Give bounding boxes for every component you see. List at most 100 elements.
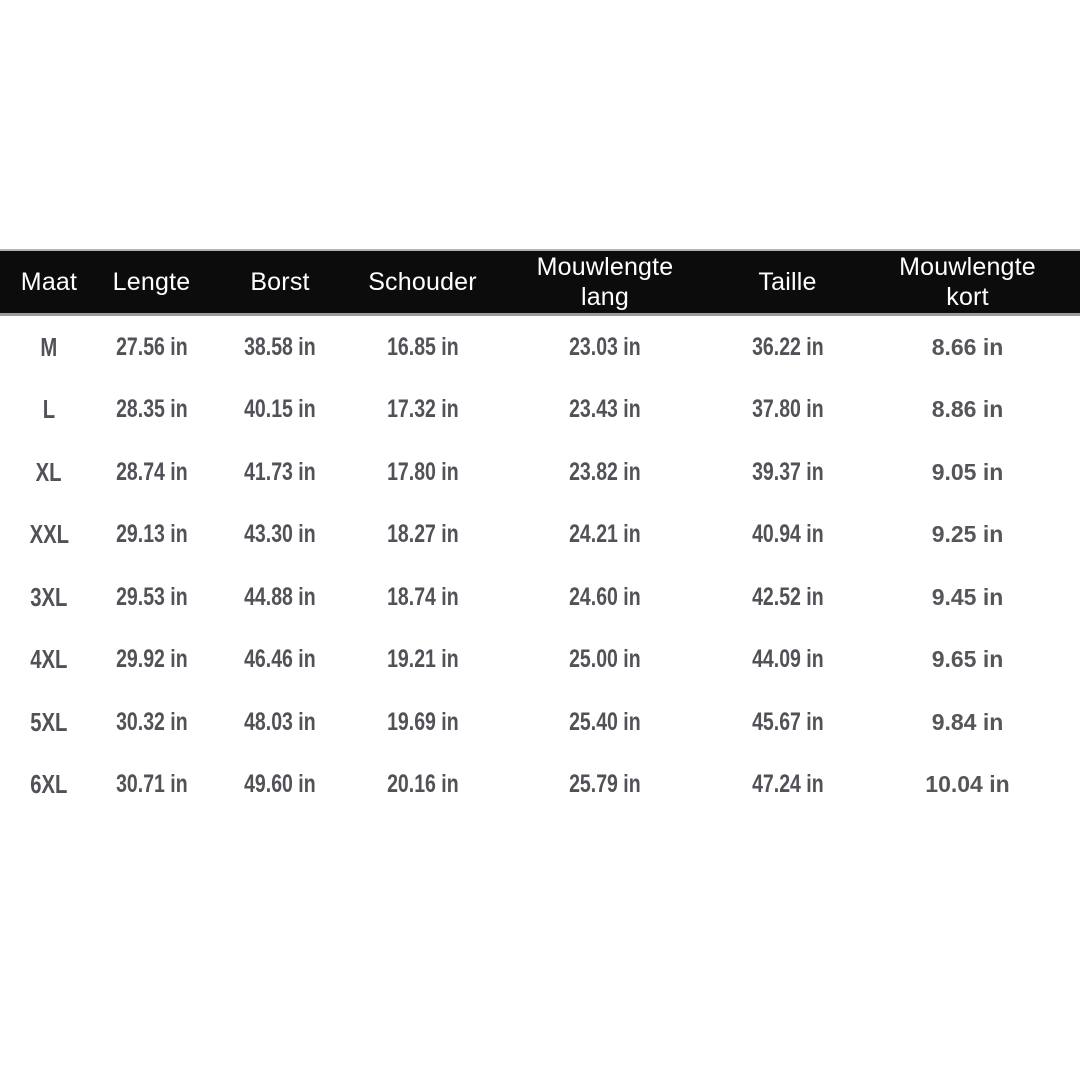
column-header-line: kort — [946, 283, 989, 311]
cell-text: 23.03 in — [569, 332, 641, 361]
measurement-value: 29.92 in — [98, 645, 205, 674]
cell-text: 23.82 in — [569, 457, 641, 486]
size-label: 6XL — [0, 769, 98, 800]
column-header-line: Mouwlengte — [536, 253, 674, 281]
table-row: L 28.35 in 40.15 in 17.32 in 23.43 in 37.80 i… — [0, 379, 1080, 442]
table-row: XXL 29.13 in 43.30 in 18.27 in 24.21 in 40.94… — [0, 504, 1080, 567]
cell-text: 24.21 in — [569, 520, 641, 549]
measurement-value: 43.30 in — [205, 520, 355, 549]
table-header: Maat Lengte Borst Schouder Mouwlengte lang Tai… — [0, 249, 1080, 316]
measurement-value: 40.15 in — [205, 395, 355, 424]
measurement-value: 38.58 in — [205, 333, 355, 362]
cell-text: 36.22 in — [751, 332, 824, 361]
measurement-value: 9.84 in — [855, 709, 1080, 736]
measurement-value: 36.22 in — [720, 333, 855, 362]
measurement-value: 18.27 in — [355, 520, 490, 549]
column-header-line: Mouwlengte — [899, 253, 1036, 281]
measurement-value: 27.56 in — [98, 333, 205, 362]
measurement-value: 10.04 in — [855, 771, 1080, 798]
cell-text: 20.16 in — [386, 770, 459, 799]
measurement-value: 16.85 in — [355, 333, 490, 362]
measurement-value: 49.60 in — [205, 770, 355, 799]
measurement-value: 30.32 in — [98, 708, 205, 737]
cell-text: 4XL — [30, 644, 68, 675]
cell-text: 29.13 in — [115, 520, 188, 549]
measurement-value: 9.45 in — [855, 584, 1080, 611]
measurement-value: 19.21 in — [355, 645, 490, 674]
measurement-value: 44.09 in — [720, 645, 855, 674]
measurement-value: 8.86 in — [855, 396, 1080, 423]
cell-text: 46.46 in — [244, 645, 316, 674]
cell-text: 24.60 in — [569, 582, 641, 611]
measurement-value: 30.71 in — [98, 770, 205, 799]
column-header-line: Borst — [250, 268, 310, 296]
measurement-value: 23.03 in — [490, 333, 720, 362]
measurement-value: 28.74 in — [98, 458, 205, 487]
measurement-value: 46.46 in — [205, 645, 355, 674]
cell-text: 19.21 in — [386, 645, 459, 674]
size-label: XL — [0, 457, 98, 488]
cell-text: 19.69 in — [386, 707, 459, 736]
size-label: 4XL — [0, 644, 98, 675]
size-label: 5XL — [0, 707, 98, 738]
cell-text: 3XL — [30, 581, 68, 612]
measurement-value: 17.80 in — [355, 458, 490, 487]
column-header-line: Taille — [758, 268, 817, 296]
size-label: L — [0, 394, 98, 425]
measurement-value: 40.94 in — [720, 520, 855, 549]
cell-text: 9.05 in — [931, 458, 1004, 485]
column-header-taille: Taille — [720, 267, 855, 297]
cell-text: 18.27 in — [386, 520, 459, 549]
cell-text: 28.74 in — [115, 457, 188, 486]
cell-text: 40.15 in — [244, 395, 316, 424]
cell-text: 41.73 in — [244, 457, 316, 486]
column-header-lengte: Lengte — [98, 267, 205, 297]
measurement-value: 9.25 in — [855, 521, 1080, 548]
cell-text: 25.00 in — [569, 645, 641, 674]
cell-text: 43.30 in — [244, 520, 316, 549]
measurement-value: 45.67 in — [720, 708, 855, 737]
cell-text: 9.25 in — [931, 521, 1004, 548]
measurement-value: 39.37 in — [720, 458, 855, 487]
cell-text: 18.74 in — [386, 582, 459, 611]
measurement-value: 9.65 in — [855, 646, 1080, 673]
cell-text: 25.40 in — [569, 707, 641, 736]
column-header-borst: Borst — [205, 267, 355, 297]
cell-text: 48.03 in — [244, 707, 316, 736]
cell-text: 39.37 in — [751, 457, 824, 486]
cell-text: 29.92 in — [115, 645, 188, 674]
cell-text: 27.56 in — [115, 332, 188, 361]
column-header-mouwlengte-kort: Mouwlengte kort — [855, 252, 1080, 312]
cell-text: 5XL — [30, 706, 68, 737]
column-header-line: Lengte — [112, 268, 191, 296]
cell-text: 42.52 in — [751, 582, 824, 611]
column-header-line: Schouder — [368, 268, 477, 296]
cell-text: 6XL — [30, 769, 68, 800]
measurement-value: 47.24 in — [720, 770, 855, 799]
measurement-value: 19.69 in — [355, 708, 490, 737]
measurement-value: 48.03 in — [205, 708, 355, 737]
cell-text: 38.58 in — [244, 332, 316, 361]
measurement-value: 41.73 in — [205, 458, 355, 487]
measurement-value: 17.32 in — [355, 395, 490, 424]
cell-text: M — [40, 331, 58, 362]
cell-text: 23.43 in — [569, 395, 641, 424]
measurement-value: 44.88 in — [205, 583, 355, 612]
measurement-value: 9.05 in — [855, 459, 1080, 486]
table-row: 6XL 30.71 in 49.60 in 20.16 in 25.79 in 47.24… — [0, 754, 1080, 817]
measurement-value: 42.52 in — [720, 583, 855, 612]
measurement-value: 24.21 in — [490, 520, 720, 549]
size-label: 3XL — [0, 582, 98, 613]
column-header-maat: Maat — [0, 267, 98, 297]
cell-text: 30.71 in — [115, 770, 188, 799]
measurement-value: 29.13 in — [98, 520, 205, 549]
measurement-value: 8.66 in — [855, 334, 1080, 361]
cell-text: 9.45 in — [931, 583, 1004, 610]
cell-text: 17.80 in — [386, 457, 459, 486]
measurement-value: 37.80 in — [720, 395, 855, 424]
cell-text: XXL — [29, 519, 69, 550]
cell-text: 10.04 in — [925, 771, 1010, 798]
cell-text: 25.79 in — [569, 770, 641, 799]
table-row: M 27.56 in 38.58 in 16.85 in 23.03 in 36.22 i… — [0, 316, 1080, 379]
table-body: M 27.56 in 38.58 in 16.85 in 23.03 in 36.22 i… — [0, 316, 1080, 816]
